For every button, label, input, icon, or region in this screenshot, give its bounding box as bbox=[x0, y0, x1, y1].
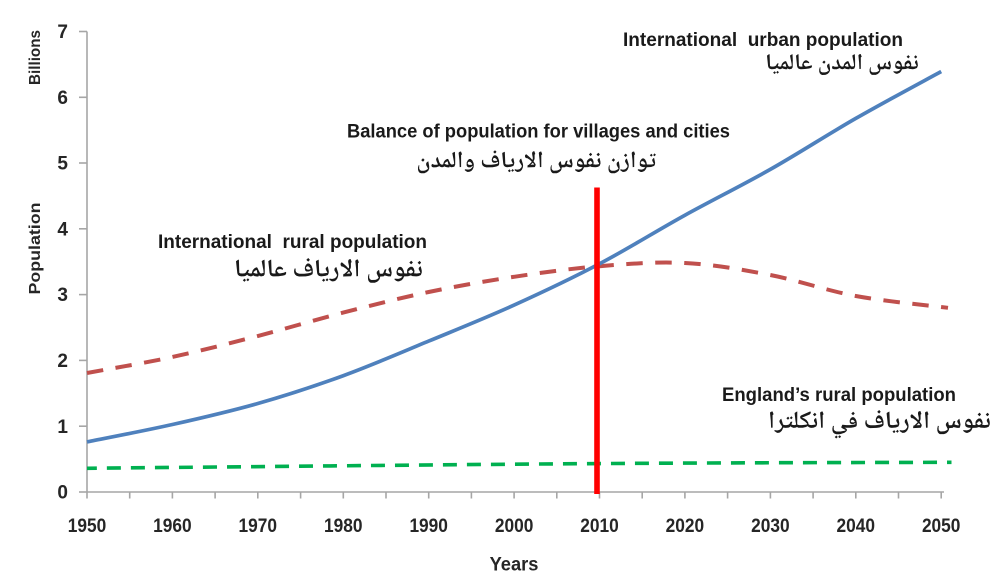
svg-text:Billions: Billions bbox=[27, 30, 44, 85]
svg-text:6: 6 bbox=[57, 88, 68, 109]
svg-text:3: 3 bbox=[57, 285, 68, 306]
svg-text:0: 0 bbox=[57, 483, 68, 504]
svg-text:7: 7 bbox=[57, 22, 68, 43]
svg-text:1: 1 bbox=[57, 417, 68, 438]
svg-text:2020: 2020 bbox=[666, 516, 705, 537]
svg-text:4: 4 bbox=[57, 219, 68, 240]
svg-text:2010: 2010 bbox=[580, 516, 619, 537]
svg-text:1970: 1970 bbox=[239, 516, 278, 537]
svg-text:1960: 1960 bbox=[153, 516, 192, 537]
svg-text:International rural populatio: International rural population bbox=[158, 232, 427, 253]
svg-text:Balance of population for vill: Balance of population for villages and c… bbox=[347, 122, 730, 143]
svg-text:2030: 2030 bbox=[751, 516, 790, 537]
svg-text:2040: 2040 bbox=[837, 516, 876, 537]
svg-text:England’s rural population: England’s rural population bbox=[722, 385, 956, 406]
svg-text:2050: 2050 bbox=[922, 516, 961, 537]
svg-text:1990: 1990 bbox=[409, 516, 448, 537]
svg-text:1980: 1980 bbox=[324, 516, 363, 537]
svg-text:Population: Population bbox=[27, 203, 44, 295]
svg-text:International urban populatio: International urban population bbox=[623, 30, 903, 51]
svg-text:2: 2 bbox=[57, 351, 68, 372]
svg-text:1950: 1950 bbox=[68, 516, 107, 537]
svg-text:Years: Years bbox=[490, 555, 539, 576]
svg-text:2000: 2000 bbox=[495, 516, 534, 537]
svg-text:5: 5 bbox=[57, 154, 68, 175]
